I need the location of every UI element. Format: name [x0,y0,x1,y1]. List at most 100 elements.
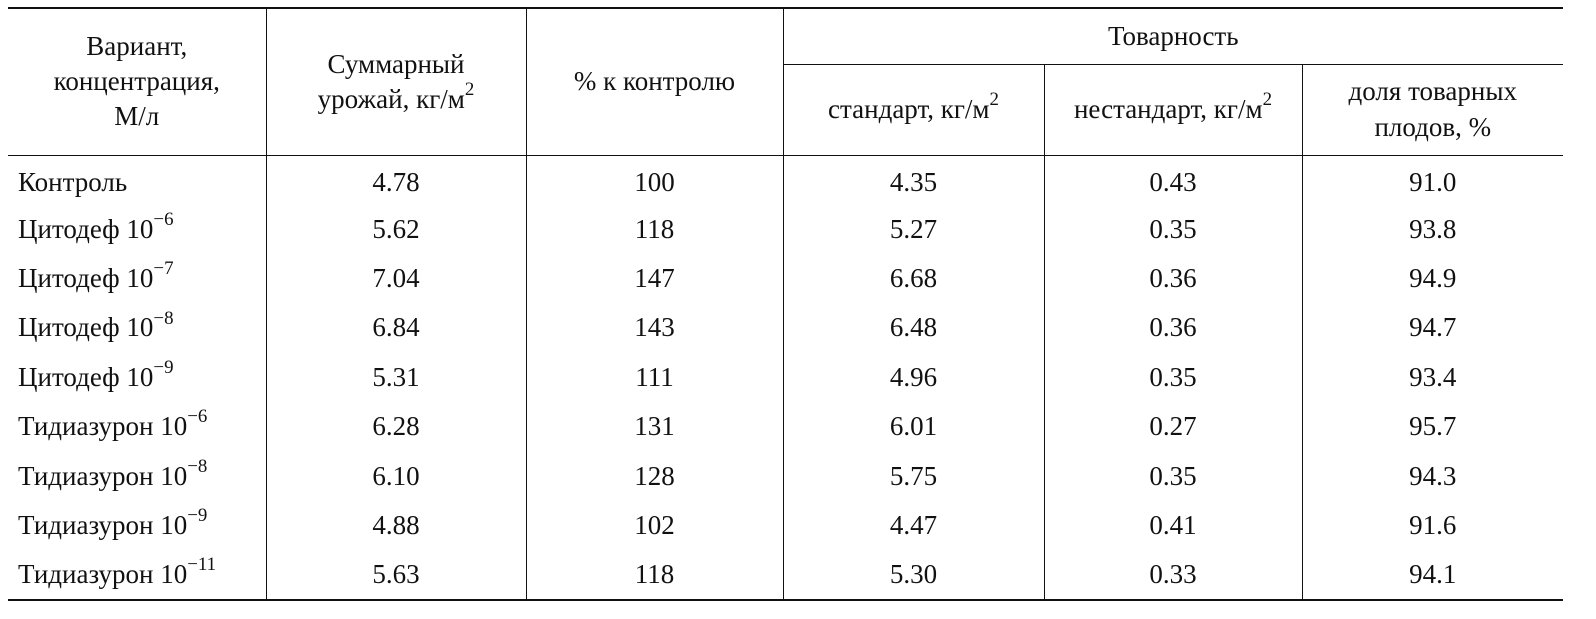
table-row: Тидиазурон 10−8 6.10 128 5.75 0.35 94.3 [8,451,1563,501]
table-row: Тидиазурон 10−9 4.88 102 4.47 0.41 91.6 [8,500,1563,551]
cell-standard: 6.68 [783,253,1045,304]
cell-percent-control: 118 [526,550,784,601]
header-marketability-text: Товарность [1107,20,1239,51]
cell-standard: 6.01 [783,401,1045,452]
cell-share: 94.9 [1409,262,1457,293]
cell-nonstandard: 0.35 [1044,451,1303,501]
table-row: Цитодеф 10−6 5.62 118 5.27 0.35 93.8 [8,204,1563,254]
variant-name: Контроль [18,167,128,198]
header-share-line2: плодов, % [1374,111,1492,142]
variant-name: Цитодеф 10 [18,213,154,244]
table-row: Тидиазурон 10−11 5.63 118 5.30 0.33 94.1 [8,550,1564,601]
header-variant-line1: Вариант, [86,31,188,62]
cell-total-yield: 5.62 [266,204,527,254]
cell-variant: Цитодеф 10−8 [8,303,267,353]
header-standard-sup: 2 [989,89,999,111]
header-nonstandard: нестандарт, кг/м2 [1044,64,1303,156]
cell-nonstandard: 0.35 [1044,204,1303,254]
cell-variant: Цитодеф 10−7 [8,253,267,304]
header-nonstandard-sup: 2 [1262,89,1273,111]
header-percent-control: % к контролю [526,7,784,156]
cell-total-yield: 4.78 [266,155,527,205]
table-row: Контроль 4.78 100 4.35 0.43 91.0 [8,155,1563,205]
variant-name: Цитодеф 10 [18,312,154,343]
results-table: Вариант, концентрация, М/л Суммарный уро… [8,7,1564,601]
variant-name: Цитодеф 10 [18,361,154,392]
cell-total-yield: 6.84 [266,303,527,353]
variant-exponent: −8 [153,307,174,329]
header-standard: стандарт, кг/м2 [783,64,1045,156]
cell-percent-control: 102 [526,500,784,551]
cell-variant: Тидиазурон 10−8 [8,451,267,501]
cell-total-yield: 4.88 [266,500,527,551]
cell-share: 93.8 [1409,213,1457,244]
variant-name: Тидиазурон 10 [18,460,188,491]
cell-standard: 4.47 [783,500,1045,551]
cell-variant: Цитодеф 10−9 [8,352,267,402]
variant-name: Тидиазурон 10 [18,509,188,540]
cell-standard: 5.75 [783,451,1045,501]
table-row: Цитодеф 10−8 6.84 143 6.48 0.36 94.7 [8,303,1563,353]
cell-standard: 5.27 [783,204,1045,254]
cell-standard: 4.35 [783,155,1045,205]
variant-name: Цитодеф 10 [18,262,154,293]
header-total-yield-line1: Суммарный [327,48,465,79]
table-row: Цитодеф 10−9 5.31 111 4.96 0.35 93.4 [8,352,1563,402]
cell-share: 94.7 [1409,312,1457,343]
cell-percent-control: 111 [526,352,784,402]
header-share: доля товарных плодов, % [1302,64,1564,156]
cell-share: 94.3 [1409,460,1457,491]
variant-exponent: −11 [187,553,217,575]
cell-nonstandard: 0.41 [1044,500,1303,551]
header-standard-text: стандарт, кг/м [828,93,990,124]
cell-standard: 4.96 [783,352,1045,402]
variant-exponent: −9 [153,356,174,378]
table-header: Вариант, концентрация, М/л Суммарный уро… [8,7,1564,156]
header-variant-line2: концентрация, [53,66,220,97]
header-total-yield-sup: 2 [464,78,475,100]
cell-total-yield: 5.31 [266,352,527,402]
header-total-yield-line2: урожай, кг/м [317,83,465,114]
variant-exponent: −6 [187,406,208,428]
variant-exponent: −8 [187,455,208,477]
variant-name: Тидиазурон 10 [18,558,188,589]
cell-standard: 5.30 [783,550,1045,601]
cell-nonstandard: 0.36 [1044,303,1303,353]
cell-percent-control: 118 [526,204,784,254]
cell-share: 91.6 [1409,509,1457,540]
cell-variant: Тидиазурон 10−11 [8,550,267,601]
cell-percent-control: 131 [526,401,784,452]
cell-variant: Контроль [8,155,267,205]
cell-total-yield: 6.28 [266,401,527,452]
cell-percent-control: 100 [526,155,784,205]
cell-total-yield: 7.04 [266,253,527,304]
cell-share: 91.0 [1409,167,1457,198]
variant-exponent: −9 [187,505,208,527]
cell-share: 95.7 [1409,411,1457,442]
cell-total-yield: 5.63 [266,550,527,601]
cell-nonstandard: 0.36 [1044,253,1303,304]
header-variant-line3: М/л [114,101,160,132]
header-total-yield: Суммарный урожай, кг/м2 [266,7,527,156]
header-percent-control-text: % к контролю [573,66,736,97]
cell-standard: 6.48 [783,303,1045,353]
variant-exponent: −7 [153,258,174,280]
variant-exponent: −6 [153,208,174,230]
cell-percent-control: 147 [526,253,784,304]
cell-nonstandard: 0.27 [1044,401,1303,452]
table-row: Тидиазурон 10−6 6.28 131 6.01 0.27 95.7 [8,401,1563,452]
header-marketability: Товарность [783,7,1564,65]
cell-share: 93.4 [1409,361,1457,392]
cell-percent-control: 143 [526,303,784,353]
table-row: Цитодеф 10−7 7.04 147 6.68 0.36 94.9 [8,253,1563,304]
variant-name: Тидиазурон 10 [18,411,188,442]
cell-nonstandard: 0.33 [1044,550,1303,601]
cell-percent-control: 128 [526,451,784,501]
header-share-line1: доля товарных [1348,76,1517,107]
header-variant: Вариант, концентрация, М/л [8,7,267,156]
cell-variant: Цитодеф 10−6 [8,204,267,254]
cell-nonstandard: 0.35 [1044,352,1303,402]
cell-total-yield: 6.10 [266,451,527,501]
cell-nonstandard: 0.43 [1044,155,1303,205]
cell-variant: Тидиазурон 10−9 [8,500,267,551]
